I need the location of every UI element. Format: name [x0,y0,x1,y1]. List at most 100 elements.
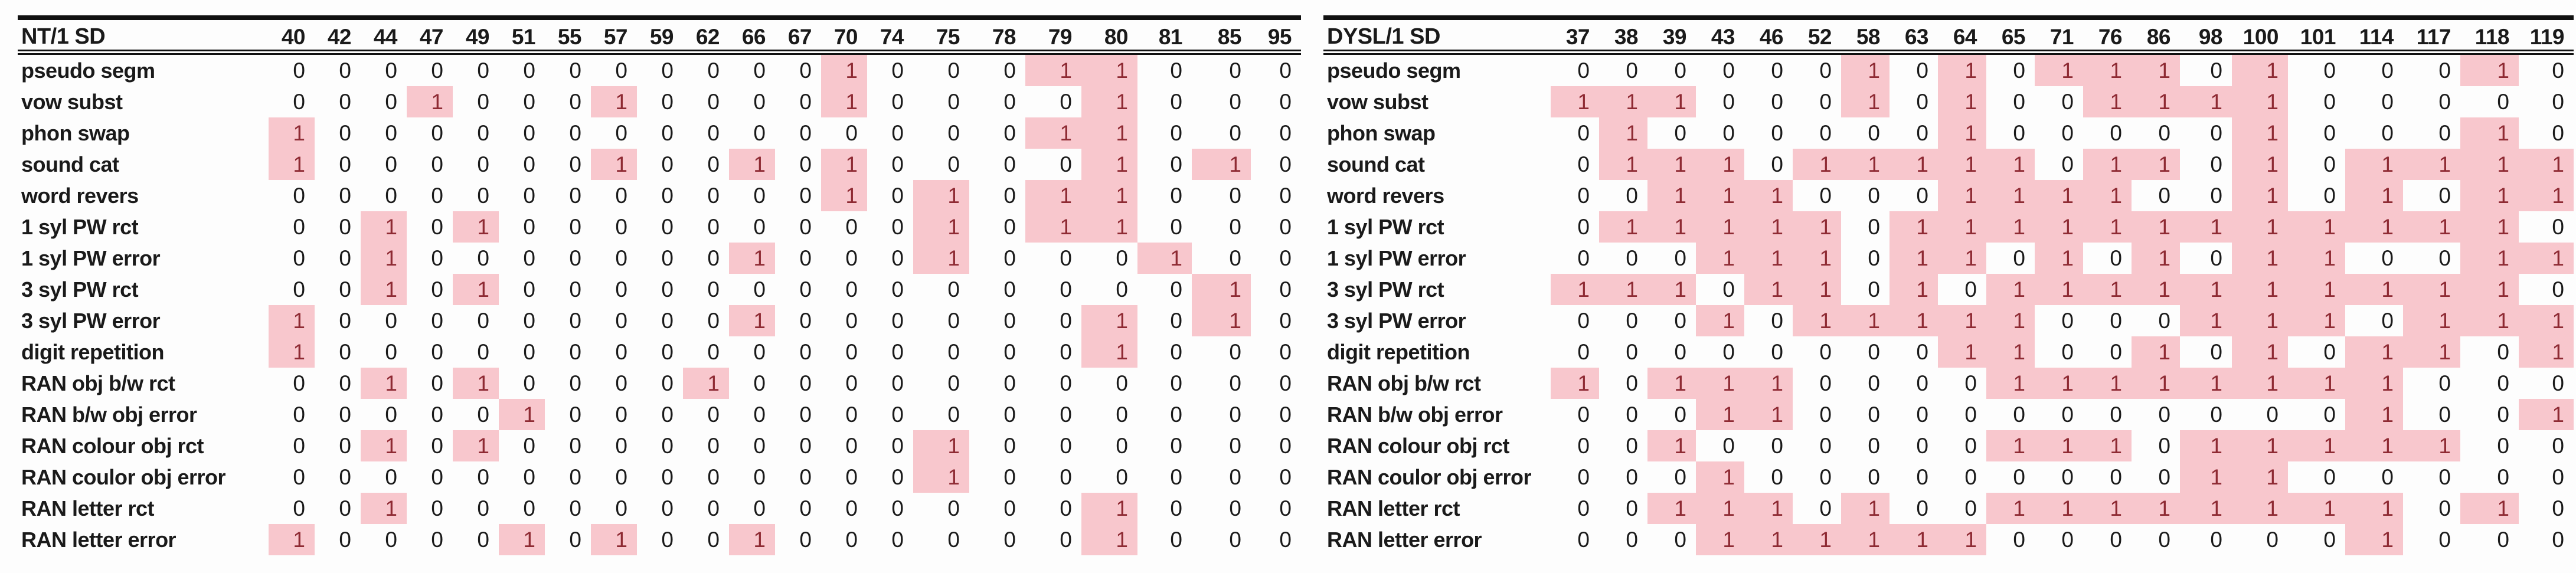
value-cell: 0 [799,371,812,395]
header-row: DYSL/1 SD 37 38 39 43 46 52 58 63 64 65 71 76 86 98 100… [1323,18,2574,55]
value-cell: 0 [2158,120,2170,145]
value-cell: 0 [2158,433,2170,458]
value-cell: 0 [1819,183,1832,208]
dysl-1sd-table: DYSL/1 SD 37 38 39 43 46 52 58 63 64 65 71 76 86 98 100… [1323,15,2574,555]
value-cell: 0 [799,245,812,270]
row-label: 3 syl PW error [21,308,161,333]
table-row: pseudo segm 0 0 0 0 0 0 0 0 0 0 0 0 1 0 0 0 1 1 0 0 0 [18,52,1301,86]
value-cell: 0 [845,402,858,427]
value-cell: 1 [591,149,637,180]
value-cell: 0 [2323,152,2336,176]
value-cell: 0 [1722,339,1735,364]
row-label: 1 syl PW error [1327,245,1466,270]
value-cell: 0 [1229,433,1241,458]
value-cell: 0 [1722,58,1735,83]
value-cell: 0 [947,371,960,395]
value-cell: 0 [2323,183,2336,208]
value-cell: 0 [1170,89,1182,114]
value-cell: 0 [1626,339,1638,364]
value-cell: 0 [799,58,812,83]
value-cell: 0 [1060,245,1072,270]
column-header: 59 [637,18,683,55]
table-row: RAN colour obj rct 0 0 1 0 1 0 0 0 0 0 0 0 0 0 1 0 0 0 0 0 0 [18,430,1301,461]
value-cell: 1 [821,86,867,117]
value-cell: 0 [385,58,397,83]
value-cell: 0 [1626,183,1638,208]
value-cell: 0 [477,496,489,520]
row-label: 3 syl PW error [1327,308,1466,333]
column-header: 46 [1744,18,1793,55]
value-cell: 0 [1003,277,1016,302]
value-cell: 0 [799,527,812,552]
value-cell: 0 [1819,496,1832,520]
value-cell: 0 [891,183,904,208]
value-cell: 0 [615,245,627,270]
value-cell: 1 [453,430,499,461]
value-cell: 0 [1060,308,1072,333]
value-cell: 0 [2210,58,2222,83]
value-cell: 0 [2552,58,2564,83]
value-cell: 1 [2232,305,2288,336]
value-cell: 0 [1170,152,1182,176]
value-cell: 0 [339,339,351,364]
value-cell: 1 [453,368,499,399]
value-cell: 0 [845,464,858,489]
value-cell: 0 [1170,308,1182,333]
value-cell: 1 [2035,274,2083,305]
value-cell: 1 [2083,86,2132,117]
value-cell: 0 [1577,120,1590,145]
value-cell: 0 [615,183,627,208]
value-cell: 0 [1279,89,1292,114]
value-cell: 0 [1868,464,1880,489]
value-cell: 1 [1599,117,1647,149]
value-cell: 0 [1229,120,1241,145]
value-cell: 0 [2110,339,2122,364]
value-cell: 0 [1771,433,1783,458]
value-cell: 0 [2497,402,2509,427]
value-cell: 1 [1192,149,1251,180]
value-cell: 0 [615,120,627,145]
value-cell: 1 [2035,180,2083,211]
value-cell: 1 [2232,180,2288,211]
value-cell: 1 [2232,493,2288,524]
value-cell: 0 [661,152,674,176]
value-cell: 0 [1170,58,1182,83]
table-row: RAN letter rct 0 0 1 0 0 0 0 0 0 0 0 0 0 0 0 0 0 1 0 0 0 [18,493,1301,524]
value-cell: 0 [1964,371,1977,395]
table-row: vow subst 1 1 1 0 0 0 1 0 1 0 0 1 1 1 1 0 0 0 0 0 [1323,86,2574,117]
table-row: RAN coulor obj error 0 0 0 1 0 0 0 0 0 0 0 0 0 1 1 0 0 0 0 0 [1323,461,2574,493]
value-cell: 0 [1003,371,1016,395]
value-cell: 1 [2345,368,2403,399]
column-header: 67 [775,18,821,55]
value-cell: 0 [707,277,720,302]
value-cell: 1 [1647,274,1696,305]
value-cell: 0 [661,433,674,458]
value-cell: 1 [1938,117,1986,149]
value-cell: 0 [1060,402,1072,427]
value-cell: 0 [2438,464,2451,489]
value-cell: 1 [1744,274,1793,305]
value-cell: 0 [845,433,858,458]
value-cell: 0 [1771,464,1783,489]
header-row: NT/1 SD 40 42 44 47 49 51 55 57 59 62 66 67 70 74 75 78 7… [18,18,1301,55]
value-cell: 1 [2035,243,2083,274]
value-cell: 0 [799,277,812,302]
value-cell: 0 [1279,245,1292,270]
value-cell: 1 [1938,52,1986,86]
value-cell: 0 [753,402,766,427]
value-cell: 1 [1841,493,1889,524]
column-header: 81 [1137,18,1192,55]
value-cell: 0 [2061,89,2074,114]
value-cell: 0 [1577,496,1590,520]
row-label: phon swap [21,120,130,145]
value-cell: 0 [1279,308,1292,333]
value-cell: 0 [1868,183,1880,208]
value-cell: 1 [2288,243,2345,274]
value-cell: 0 [707,245,720,270]
value-cell: 1 [2083,493,2132,524]
value-cell: 0 [339,433,351,458]
value-cell: 1 [1137,243,1192,274]
value-cell: 0 [661,214,674,239]
value-cell: 1 [269,336,315,368]
